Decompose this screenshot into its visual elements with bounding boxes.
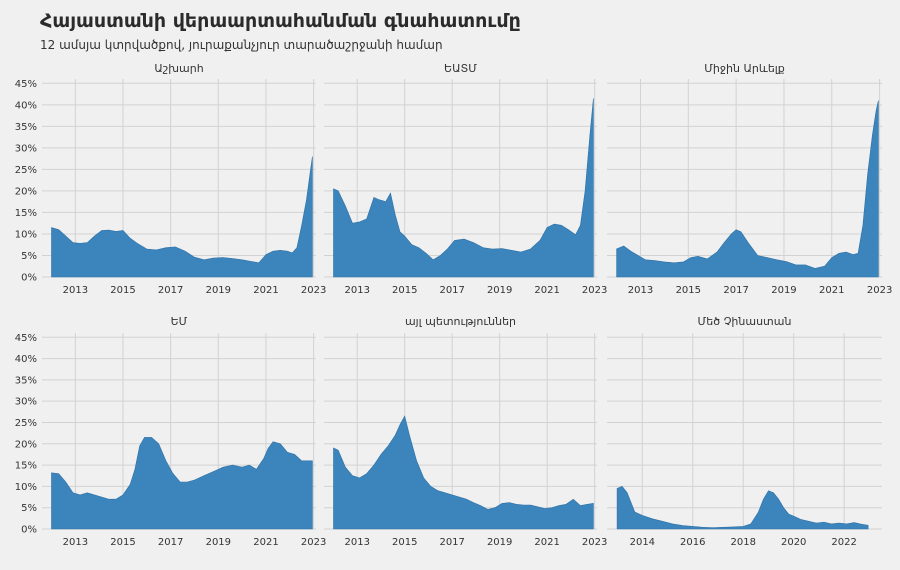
x-tick-label: 2015: [676, 285, 701, 296]
y-tick-label: 0%: [21, 525, 37, 536]
x-tick-label: 2022: [831, 537, 856, 548]
x-tick-label: 2019: [206, 285, 231, 296]
x-tick-label: 2016: [680, 537, 705, 548]
panel-5: այլ պետություններ 2013 2015 2017 2019 2021 202…: [324, 315, 607, 548]
panel-4: ԵՄ 0% 5% 10% 15% 20% 25% 30% 35% 40% 45% 2013 2015 20…: [15, 315, 327, 548]
x-tick-label: 2019: [771, 285, 796, 296]
y-tick-label: 10%: [15, 229, 37, 240]
x-tick-label: 2015: [392, 537, 417, 548]
y-tick-label: 45%: [15, 333, 37, 344]
x-tick-label: 2020: [781, 537, 806, 548]
x-tick-label: 2019: [206, 537, 231, 548]
panel-title: Աշխարհ: [154, 62, 203, 75]
x-tick-label: 2023: [582, 537, 607, 548]
x-tick-label: 2013: [63, 537, 88, 548]
x-tick-label: 2017: [158, 537, 183, 548]
panel-title: ԵԱՏՄ: [444, 62, 477, 75]
y-tick-label: 40%: [15, 354, 37, 365]
y-tick-label: 40%: [15, 100, 37, 111]
x-tick-label: 2013: [345, 285, 370, 296]
x-tick-label: 2021: [253, 537, 278, 548]
panel-title: Միջին Արևելք: [704, 62, 785, 75]
x-tick-label: 2017: [439, 285, 464, 296]
y-tick-label: 35%: [15, 122, 37, 133]
y-tick-label: 5%: [21, 503, 37, 514]
x-tick-label: 2023: [867, 285, 892, 296]
y-tick-label: 15%: [15, 208, 37, 219]
series-area: [333, 415, 594, 530]
panel-title: այլ պետություններ: [405, 315, 516, 328]
x-tick-label: 2021: [534, 537, 559, 548]
y-tick-label: 35%: [15, 375, 37, 386]
panel-2: ԵԱՏՄ 2013 2015 2017 2019 2021 2023: [324, 62, 607, 296]
y-tick-label: 25%: [15, 165, 37, 176]
x-tick-label: 2021: [819, 285, 844, 296]
x-tick-label: 2014: [630, 537, 655, 548]
x-tick-label: 2023: [582, 285, 607, 296]
y-tick-label: 30%: [15, 143, 37, 154]
x-tick-label: 2023: [301, 285, 326, 296]
series-area: [51, 156, 313, 278]
series-area: [333, 98, 594, 278]
y-tick-label: 15%: [15, 461, 37, 472]
panel-title: ԵՄ: [171, 315, 188, 328]
y-tick-label: 25%: [15, 418, 37, 429]
x-tick-label: 2015: [110, 285, 135, 296]
x-tick-label: 2019: [487, 537, 512, 548]
x-tick-label: 2023: [301, 537, 326, 548]
y-tick-label: 20%: [15, 439, 37, 450]
x-tick-label: 2015: [392, 285, 417, 296]
x-tick-label: 2018: [731, 537, 756, 548]
y-tick-label: 20%: [15, 186, 37, 197]
x-tick-label: 2015: [110, 537, 135, 548]
series-area: [616, 100, 879, 278]
x-tick-label: 2013: [345, 537, 370, 548]
y-tick-label: 30%: [15, 397, 37, 408]
x-tick-label: 2013: [628, 285, 653, 296]
panel-6: Մեծ Չինաստան 2014 2016 2018 2020 2022: [607, 315, 882, 548]
chart-subtitle: 12 ամսյա կտրվածքով, յուրաքանչյուր տարածա…: [40, 38, 443, 52]
panel-title: Մեծ Չինաստան: [698, 315, 792, 328]
x-tick-label: 2019: [487, 285, 512, 296]
y-tick-label: 0%: [21, 273, 37, 284]
panel-3: Միջին Արևելք 2013 2015 2017 2019 2021 2023: [607, 62, 892, 296]
x-tick-label: 2017: [439, 537, 464, 548]
chart-title: Հայաստանի վերաարտահանման գնահատումը: [40, 10, 521, 32]
x-tick-label: 2017: [723, 285, 748, 296]
series-area: [616, 486, 869, 530]
x-tick-label: 2017: [158, 285, 183, 296]
y-tick-label: 10%: [15, 482, 37, 493]
y-tick-label: 5%: [21, 251, 37, 262]
series-area: [51, 437, 313, 530]
x-tick-label: 2021: [253, 285, 278, 296]
x-tick-label: 2021: [534, 285, 559, 296]
y-tick-label: 45%: [15, 79, 37, 90]
x-tick-label: 2013: [63, 285, 88, 296]
panel-1: Աշխարհ 0% 5% 10% 15% 20% 25% 30% 35% 40% 45% 2013 20…: [15, 62, 327, 296]
